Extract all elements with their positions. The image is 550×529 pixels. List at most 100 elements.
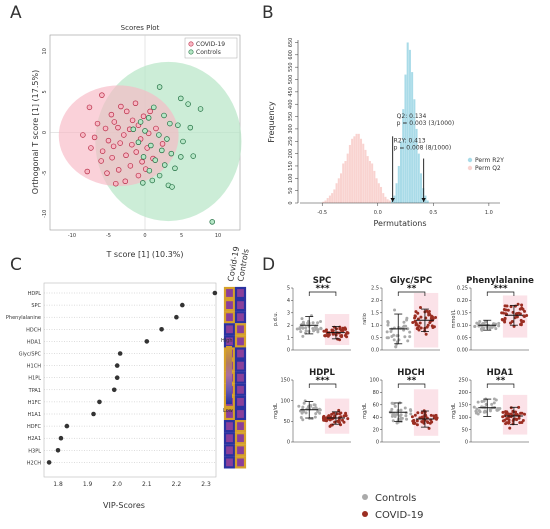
vip-x-ticks: 1.8 1.9 2.0 2.1 2.2 2.3 [53,481,211,488]
covid-swarm-point [505,421,509,425]
panel-c-letter: C [10,255,22,275]
swarm-y-tick: 2 [287,323,290,329]
vip-x-tick: 2.0 [112,481,122,488]
vip-dot [159,327,164,332]
covid-swarm-point [501,410,505,414]
vip-row-label: Phenylalanine [6,315,41,321]
heat-cell-controls [234,456,247,469]
controls-swarm-point [302,401,306,405]
covid-point [109,154,115,161]
covid-swarm-point [508,426,512,430]
controls-point [156,172,163,179]
covid-point [115,167,122,173]
vip-dot [46,460,52,465]
swarm-y-tick: 60 [373,403,379,409]
legend-controls-text: Controls [375,493,416,504]
legend-box [184,37,238,59]
perm-q2-bar [355,133,358,203]
perm-r2y-bar [426,200,429,203]
perm-q2-bar [340,173,343,203]
covid-swarm-point [512,324,516,328]
covid-swarm-point [523,309,527,313]
swarm-sig-label: *** [494,284,508,294]
q2-pvalue: p = 0.003 (3/1000) [397,120,455,127]
controls-swarm-point [472,405,476,409]
controls-swarm-point [398,414,402,418]
covid-point [84,168,91,175]
permutation-plot: -0.5 0.0 0.5 1.0 0 50 100 150 200 250 300 350 400 45… [267,38,504,228]
swarm-y-tick: 0.20 [457,298,468,304]
controls-swarm-point [399,408,403,412]
covid-swarm-point [514,312,518,316]
heat-cell-covid [223,420,236,433]
scores-y-tick: 10 [42,48,48,54]
scores-x-tick: -5 [106,233,111,239]
perm-r2y-bar [420,173,423,203]
panel-d-letter: D [262,255,275,275]
controls-swarm-point [408,335,412,339]
perm-q2-bar [377,183,380,203]
perm-q2-bar [373,170,376,203]
covid-swarm-point [507,418,511,422]
heat-cell-covid [223,323,236,336]
vip-colorbar-high: High [221,338,233,344]
swarm-sig-bracket [308,291,337,296]
perm-r2y-bar [406,42,409,203]
swarm-y-tick: 250 [458,378,468,384]
covid-swarm-point [337,408,341,412]
legend-covid-marker [188,41,194,47]
controls-point [156,84,163,90]
swarm-y-tick: 200 [458,390,468,396]
covid-swarm-point [337,420,341,424]
vip-row-label: H1PL [28,376,41,382]
controls-swarm-point [406,339,410,343]
vip-dot [97,399,102,405]
swarm-y-tick: 1.5 [371,311,379,317]
swarm-y-label: mmol/L [451,309,457,328]
perm-r2y-bar [404,74,407,203]
controls-swarm-point [310,417,314,421]
heat-cell-covid [223,444,236,457]
heat-cell-controls [234,407,247,421]
controls-swarm-point [477,409,481,413]
vip-row-label: H3PL [28,448,41,454]
covid-swarm-point [519,323,523,327]
scores-x-tick: -10 [68,233,76,239]
r2y-label: R2Y: 0.413 [394,137,426,144]
controls-point [167,120,173,127]
swarm-y-tick: 0.5 [371,335,379,341]
controls-swarm-point [484,410,488,414]
covid-swarm-point [518,307,522,311]
heat-cell-controls [234,311,247,324]
heat-cell-covid [223,299,236,312]
controls-point [146,167,153,174]
covid-swarm-point [346,331,350,335]
covid-swarm-point [432,416,436,420]
swarm-panel-title: Glyc/SPC [390,276,432,286]
covid-swarm-point [323,334,327,338]
perm-r2y-bar [417,153,420,203]
covid-swarm-point [339,334,343,338]
covid-swarm-point [429,413,433,417]
controls-swarm-point [299,416,303,420]
covid-swarm-point [333,414,337,418]
vip-dot [55,448,61,453]
legend-controls-label: Controls [196,49,221,56]
scores-x-tick: 0 [143,233,146,239]
perm-q2-bar [331,193,334,203]
swarm-panel-title: HDCH [397,368,425,378]
r2y-pvalue: p = 0.008 (8/1000) [394,144,452,151]
controls-point [148,142,154,149]
covid-swarm-point [501,311,505,315]
legend-q2-marker [467,165,473,171]
controls-point [197,106,204,112]
covid-swarm-point [335,327,339,331]
controls-point [180,138,186,145]
controls-swarm-point [319,320,323,324]
covid-swarm-point [329,423,333,427]
perm-q2-bar [362,143,365,203]
covid-point [91,134,98,141]
covid-swarm-point [322,414,326,418]
controls-point [130,126,137,132]
covid-swarm-point [330,412,334,416]
